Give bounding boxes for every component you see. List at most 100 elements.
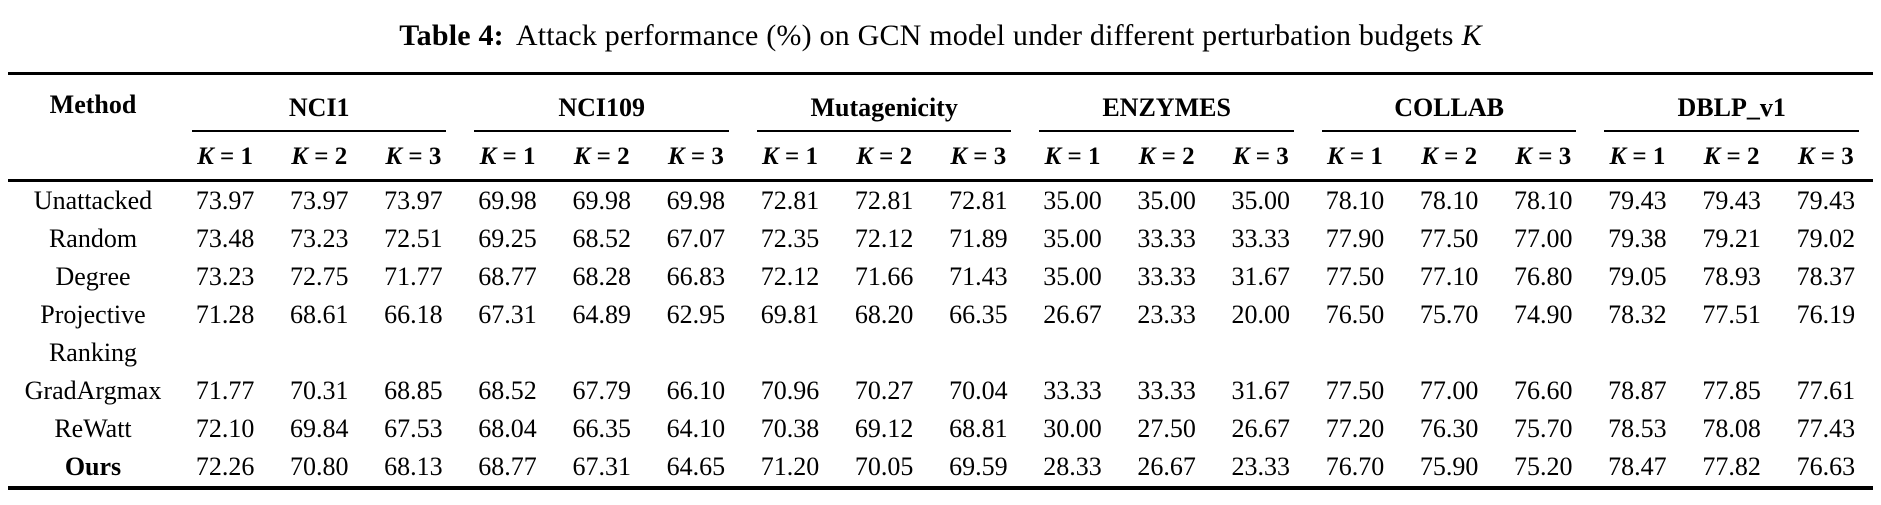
value-cell: 70.31 xyxy=(289,376,349,405)
value-cell xyxy=(460,334,554,372)
value-cell: 78.32 xyxy=(1608,300,1667,329)
value-cell: 75.20 xyxy=(1514,452,1573,481)
results-table: Method NCI1 NCI109 Mutagenicity ENZYMES COLLA… xyxy=(8,72,1873,490)
value-cell: 79.38 xyxy=(1608,224,1667,253)
value-cell: 79.21 xyxy=(1702,224,1761,253)
dataset-name: COLLAB xyxy=(1321,79,1577,132)
value-cell: 26.67 xyxy=(1043,300,1102,329)
budget-symbol: K xyxy=(385,143,403,170)
table-caption-label: Table 4: xyxy=(399,19,504,52)
value-cell: 76.60 xyxy=(1514,376,1573,405)
value-cell xyxy=(1590,334,1684,372)
value-cell: 35.00 xyxy=(1043,262,1102,291)
value-cell: 72.81 xyxy=(949,186,1008,215)
table-caption-text: Attack performance (%) on GCN model unde… xyxy=(515,19,1454,52)
budget-symbol: K xyxy=(1326,143,1344,170)
value-cell: 70.05 xyxy=(854,452,914,481)
value-cell xyxy=(272,334,366,372)
value-cell: 28.33 xyxy=(1043,452,1102,481)
method-cell: Ours xyxy=(64,452,122,481)
value-cell xyxy=(1779,334,1873,372)
method-cell: Ranking xyxy=(48,338,138,367)
method-cell: Degree xyxy=(55,262,131,291)
value-cell: 72.10 xyxy=(195,414,255,443)
value-cell: 71.28 xyxy=(195,300,255,329)
value-cell: 70.38 xyxy=(760,414,820,443)
method-cell: GradArgmax xyxy=(24,376,162,405)
budget-symbol: K xyxy=(950,143,968,170)
value-cell xyxy=(649,334,743,372)
table-row: Ranking xyxy=(8,334,1873,372)
value-cell: 78.53 xyxy=(1608,414,1667,443)
dataset-name: Mutagenicity xyxy=(756,79,1012,132)
value-cell: 26.67 xyxy=(1137,452,1196,481)
dataset-name: NCI1 xyxy=(192,79,447,132)
value-cell: 71.89 xyxy=(949,224,1008,253)
value-cell: 70.80 xyxy=(289,452,349,481)
table-body: Unattacked 73.97 73.97 73.97 69.98 69.98 69.98… xyxy=(8,181,1873,489)
value-cell xyxy=(1496,334,1590,372)
value-cell: 30.00 xyxy=(1043,414,1102,443)
method-cell: Random xyxy=(48,224,138,253)
value-cell: 77.00 xyxy=(1419,376,1479,405)
value-cell: 68.28 xyxy=(572,262,631,291)
col-header-budget: K = 1 xyxy=(1025,135,1120,182)
table-row: Ours 72.26 70.80 68.13 68.77 67.31 64.65 71.20 7… xyxy=(8,448,1873,488)
value-cell: 69.98 xyxy=(572,186,631,215)
value-cell: 67.31 xyxy=(478,300,537,329)
value-cell: 77.90 xyxy=(1325,224,1385,253)
col-header-dataset: NCI1 xyxy=(178,74,460,136)
value-cell: 35.00 xyxy=(1043,186,1102,215)
budget-symbol: K xyxy=(1515,143,1532,170)
value-cell: 73.97 xyxy=(384,186,443,215)
value-cell: 72.51 xyxy=(384,224,443,253)
value-cell: 68.52 xyxy=(478,376,537,405)
value-cell: 71.20 xyxy=(760,452,820,481)
col-header-budget: K = 2 xyxy=(272,135,367,182)
budget-symbol: K xyxy=(1703,143,1721,170)
col-header-budget: K = 2 xyxy=(837,135,932,182)
value-cell xyxy=(1214,334,1308,372)
dataset-name: DBLP_v1 xyxy=(1604,79,1859,132)
value-cell: 64.65 xyxy=(666,452,726,481)
value-cell: 67.07 xyxy=(666,224,726,253)
col-header-method: Method xyxy=(49,90,137,119)
budget-symbol: K xyxy=(1797,143,1815,170)
value-cell: 70.04 xyxy=(949,376,1008,405)
value-cell: 66.83 xyxy=(666,262,726,291)
budget-symbol: K xyxy=(667,143,685,170)
value-cell xyxy=(1308,334,1402,372)
col-header-dataset: ENZYMES xyxy=(1025,74,1307,136)
value-cell: 64.10 xyxy=(666,414,726,443)
value-cell xyxy=(555,334,649,372)
value-cell: 68.61 xyxy=(289,300,349,329)
col-header-dataset: DBLP_v1 xyxy=(1590,74,1873,136)
value-cell: 69.12 xyxy=(854,414,914,443)
value-cell: 67.31 xyxy=(572,452,631,481)
value-cell: 78.10 xyxy=(1419,186,1479,215)
value-cell: 20.00 xyxy=(1231,300,1291,329)
value-cell: 78.10 xyxy=(1514,186,1573,215)
value-cell: 74.90 xyxy=(1514,300,1573,329)
value-cell: 72.81 xyxy=(760,186,820,215)
value-cell: 78.47 xyxy=(1608,452,1667,481)
value-cell: 31.67 xyxy=(1231,376,1291,405)
value-cell: 68.04 xyxy=(478,414,537,443)
table-caption-symbol: K xyxy=(1461,19,1482,52)
col-header-budget: K = 3 xyxy=(1778,135,1873,182)
value-cell: 78.93 xyxy=(1702,262,1761,291)
value-cell: 72.12 xyxy=(854,224,914,253)
value-cell: 72.35 xyxy=(760,224,820,253)
method-cell: Projective xyxy=(40,300,146,329)
value-cell: 23.33 xyxy=(1137,300,1196,329)
value-cell: 35.00 xyxy=(1137,186,1196,215)
value-cell: 69.81 xyxy=(760,300,820,329)
group-header-row: Method NCI1 NCI109 Mutagenicity ENZYMES COLLA… xyxy=(8,74,1873,136)
col-header-budget: K = 3 xyxy=(366,135,461,182)
value-cell: 72.12 xyxy=(760,262,820,291)
value-cell: 66.10 xyxy=(666,376,726,405)
value-cell xyxy=(1402,334,1496,372)
value-cell: 77.00 xyxy=(1514,224,1573,253)
value-cell: 77.51 xyxy=(1702,300,1761,329)
value-cell: 71.66 xyxy=(854,262,914,291)
